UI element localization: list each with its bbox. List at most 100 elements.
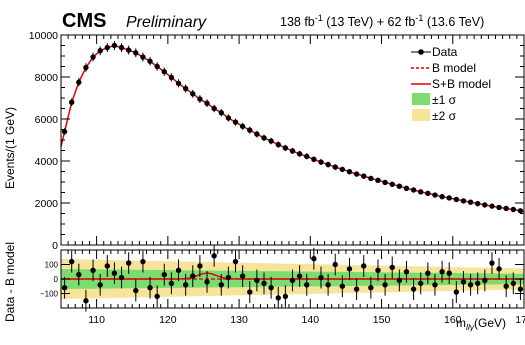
data-point bbox=[218, 110, 224, 116]
data-point bbox=[104, 44, 111, 51]
residual-point bbox=[396, 277, 403, 284]
residual-point bbox=[247, 289, 253, 295]
residual-point bbox=[510, 280, 517, 287]
data-point bbox=[68, 99, 75, 105]
data-point bbox=[382, 179, 388, 186]
legend-data-marker bbox=[418, 49, 424, 55]
data-point bbox=[204, 100, 210, 106]
data-point bbox=[482, 202, 488, 208]
x-tick-label: 140 bbox=[302, 314, 320, 326]
ratio-y-tick-label: 0 bbox=[54, 275, 59, 284]
data-point bbox=[503, 205, 509, 212]
residual-point bbox=[339, 283, 346, 289]
data-point bbox=[517, 208, 524, 214]
ratio-y-tick-label: −100 bbox=[40, 290, 59, 299]
residual-point bbox=[325, 282, 331, 288]
residual-point bbox=[467, 282, 474, 288]
data-point bbox=[147, 58, 153, 64]
ratio-plot-frame bbox=[60, 249, 525, 309]
residual-point bbox=[147, 285, 153, 291]
data-point bbox=[239, 123, 246, 130]
legend-label-data: Data bbox=[432, 45, 458, 59]
data-point bbox=[361, 173, 367, 179]
data-point bbox=[161, 69, 167, 75]
residual-point bbox=[375, 267, 381, 273]
data-point bbox=[318, 159, 324, 165]
residual-point bbox=[90, 267, 96, 273]
legend-label-sb-model: S+B model bbox=[432, 77, 491, 91]
residual-point bbox=[439, 269, 445, 275]
data-point bbox=[432, 192, 438, 198]
residual-point bbox=[296, 273, 303, 279]
x-tick-label: 130 bbox=[230, 314, 248, 326]
residual-point bbox=[190, 273, 196, 279]
residual-point bbox=[232, 258, 239, 265]
main-y-tick-label: 4000 bbox=[35, 156, 59, 168]
residual-point bbox=[318, 274, 324, 281]
residual-point bbox=[133, 287, 139, 294]
data-point bbox=[296, 151, 303, 157]
residual-point bbox=[361, 263, 367, 269]
residual-point bbox=[97, 282, 103, 288]
residual-point bbox=[517, 286, 524, 292]
residual-point bbox=[204, 279, 210, 285]
data-point bbox=[475, 200, 481, 207]
residual-point bbox=[368, 285, 374, 291]
data-point bbox=[97, 48, 103, 54]
residual-point bbox=[353, 286, 360, 292]
data-point bbox=[496, 204, 502, 211]
data-point bbox=[118, 44, 125, 51]
residual-point bbox=[489, 260, 495, 266]
residual-point bbox=[211, 253, 217, 259]
data-point bbox=[418, 189, 424, 195]
data-point bbox=[211, 105, 217, 112]
residual-point bbox=[239, 273, 246, 279]
residual-point bbox=[346, 266, 353, 272]
main-plot-frame bbox=[60, 34, 525, 246]
data-point bbox=[332, 164, 338, 170]
legend-label-2sigma: ±2 σ bbox=[432, 109, 457, 123]
data-point bbox=[396, 183, 403, 189]
legend-2sigma-swatch bbox=[412, 109, 430, 121]
main-y-tick-label: 2000 bbox=[35, 198, 59, 210]
data-point bbox=[325, 161, 331, 168]
data-point bbox=[125, 47, 132, 53]
main-y-axis-title: Events/(1 GeV) bbox=[3, 107, 17, 189]
residual-point bbox=[389, 264, 395, 271]
residual-point bbox=[475, 280, 481, 287]
residual-point bbox=[275, 295, 281, 301]
residual-point bbox=[382, 282, 388, 288]
data-point bbox=[346, 169, 353, 175]
residual-point bbox=[104, 263, 111, 269]
ratio-y-axis-title: Data - B model bbox=[3, 242, 17, 322]
data-point bbox=[460, 198, 467, 204]
main-y-tick-label: 8000 bbox=[35, 72, 59, 84]
data-point bbox=[225, 115, 232, 121]
data-point bbox=[261, 135, 267, 141]
residual-point bbox=[125, 260, 132, 266]
data-point bbox=[439, 194, 445, 200]
residual-point bbox=[282, 293, 289, 300]
data-point bbox=[168, 74, 175, 81]
data-point bbox=[339, 166, 346, 173]
luminosity-label: 138 fb-1 (13 TeV) + 62 fb-1 (13.6 TeV) bbox=[280, 13, 484, 29]
residual-point bbox=[304, 282, 310, 288]
data-point bbox=[90, 54, 96, 60]
data-point bbox=[232, 119, 239, 125]
residual-point bbox=[197, 263, 203, 269]
data-point bbox=[403, 185, 410, 191]
residual-point bbox=[261, 280, 267, 287]
residual-point bbox=[140, 258, 146, 265]
data-point bbox=[275, 141, 281, 148]
data-point bbox=[368, 175, 374, 182]
x-tick-label: 170 bbox=[515, 314, 525, 326]
residual-point bbox=[154, 293, 160, 300]
residual-point bbox=[332, 261, 338, 268]
residual-point bbox=[418, 280, 424, 287]
data-point bbox=[425, 190, 431, 197]
data-point bbox=[140, 54, 146, 60]
data-point bbox=[467, 199, 474, 205]
data-point bbox=[111, 42, 118, 49]
residual-point bbox=[68, 258, 75, 265]
data-point bbox=[182, 85, 189, 92]
